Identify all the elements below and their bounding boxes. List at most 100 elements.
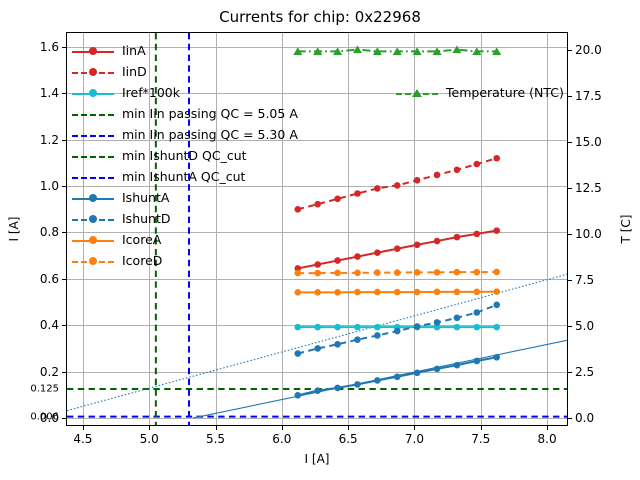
legend-item-9[interactable]: IcoreA — [72, 229, 298, 250]
y-axis-label-right: T [C] — [619, 214, 633, 244]
series-marker-IcoreA — [473, 288, 481, 296]
legend-item-0[interactable]: IinA — [72, 40, 298, 61]
x-tick-label: 7.5 — [471, 432, 491, 446]
series-marker-IcoreD — [393, 269, 401, 276]
series-marker-IshuntA — [294, 392, 302, 399]
y-tick-left — [62, 232, 66, 234]
series-marker-IinA — [413, 241, 421, 249]
series-marker-IshuntD — [493, 301, 501, 309]
series-marker-IinA — [314, 261, 321, 268]
series-marker-IshuntD — [453, 314, 461, 322]
y-tick-label-right: 17.5 — [575, 88, 602, 103]
legend-item-7[interactable]: IshuntA — [72, 187, 298, 208]
legend-item-10[interactable]: IcoreD — [72, 250, 298, 271]
legend-marker-sample — [89, 67, 97, 76]
legend-key — [72, 107, 114, 121]
legend-item-1[interactable]: IinD — [72, 61, 298, 82]
gridline-vertical — [480, 33, 482, 425]
legend-item-3[interactable]: min Iin passing QC = 5.05 A — [72, 103, 298, 124]
x-tick — [480, 426, 482, 430]
x-tick-label: 8.0 — [537, 432, 557, 446]
series-marker-IcoreA — [354, 288, 361, 296]
x-tick — [348, 426, 350, 430]
legend-marker-sample — [89, 46, 97, 55]
legend-key — [72, 86, 114, 100]
series-marker-Iref-100k — [314, 323, 321, 331]
legend-item-6[interactable]: min IshuntA QC_cut — [72, 166, 298, 187]
legend-key — [72, 128, 114, 142]
y-tick-right — [568, 371, 572, 373]
series-marker-IcoreA — [493, 288, 501, 295]
x-tick — [149, 426, 151, 430]
y-axis-label-left: I [A] — [7, 216, 21, 242]
legend-temperature-label: Temperature (NTC) — [446, 85, 564, 100]
legend-item-5[interactable]: min IshuntD QC_cut — [72, 145, 298, 166]
series-marker-IcoreA — [294, 289, 302, 296]
y-tick-right — [568, 233, 572, 235]
legend-item-label: IshuntD — [122, 211, 171, 226]
series-marker-Iref-100k — [294, 323, 302, 331]
series-marker-IcoreD — [473, 268, 481, 276]
y-tick-right — [568, 279, 572, 281]
series-marker-IinA — [453, 233, 461, 241]
series-marker-IinD — [413, 176, 421, 184]
gridline-vertical — [82, 33, 84, 425]
x-tick — [281, 426, 283, 430]
series-marker-IinD — [453, 166, 461, 174]
series-marker-Temperature-NTC- — [472, 47, 482, 56]
y-tick-left — [62, 278, 66, 280]
legend-item-8[interactable]: IshuntD — [72, 208, 298, 229]
series-marker-Iref-100k — [354, 323, 361, 331]
series-marker-IinA — [354, 253, 361, 260]
x-tick-label: 5.0 — [139, 432, 159, 446]
legend-key — [72, 254, 114, 268]
y-tick-left — [62, 93, 66, 95]
legend-item-label: min Iin passing QC = 5.05 A — [122, 106, 298, 121]
series-marker-IinA — [433, 237, 441, 245]
series-marker-IinD — [473, 160, 481, 168]
y-tick-label-left: 0.0 — [39, 411, 59, 426]
legend-line-sample — [72, 113, 114, 116]
y-tick-right — [568, 187, 572, 189]
series-marker-IinD — [393, 182, 401, 189]
x-tick — [547, 426, 549, 430]
series-marker-IcoreA — [433, 288, 441, 296]
series-marker-Temperature-NTC- — [293, 47, 303, 56]
legend-marker-sample — [89, 235, 97, 244]
series-marker-IcoreD — [493, 268, 501, 276]
x-tick — [414, 426, 416, 430]
series-marker-IcoreA — [453, 288, 461, 296]
series-marker-IinD — [314, 200, 321, 208]
series-marker-IshuntD — [314, 345, 321, 352]
series-marker-IcoreD — [374, 269, 381, 276]
series-marker-Iref-100k — [374, 323, 381, 331]
y-tick-label-right: 2.5 — [575, 364, 595, 379]
series-marker-IinA — [294, 265, 302, 272]
y-tick-left — [62, 139, 66, 141]
x-tick-label: 5.5 — [205, 432, 226, 446]
series-marker-Iref-100k — [433, 323, 441, 331]
gridline-horizontal — [67, 371, 567, 373]
gridline-horizontal — [67, 232, 567, 234]
series-marker-Temperature-NTC- — [392, 47, 402, 56]
y-tick-right — [568, 49, 572, 51]
series-marker-IinD — [374, 185, 381, 192]
legend-temperature-item[interactable]: Temperature (NTC) — [396, 82, 564, 103]
series-marker-IshuntD — [294, 350, 302, 357]
legend-item-2[interactable]: Iref*100k — [72, 82, 298, 103]
series-marker-IshuntA — [413, 369, 421, 377]
gridline-horizontal — [67, 278, 567, 280]
series-marker-IshuntA — [334, 384, 341, 392]
series-marker-IcoreA — [334, 289, 341, 296]
legend-item-label: min IshuntA QC_cut — [122, 169, 246, 184]
legend-item-label: IinD — [122, 64, 147, 79]
y-tick-label-extra: 0.006 — [30, 411, 59, 423]
gridline-vertical — [149, 33, 151, 425]
y-tick-label-left: 1.4 — [39, 86, 59, 101]
legend-item-4[interactable]: min Iin passing QC = 5.30 A — [72, 124, 298, 145]
series-marker-IshuntA — [473, 357, 481, 365]
series-marker-IinD — [294, 205, 302, 213]
series-marker-IshuntA — [374, 377, 381, 384]
x-tick-label: 6.5 — [338, 432, 358, 446]
